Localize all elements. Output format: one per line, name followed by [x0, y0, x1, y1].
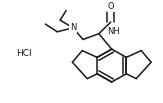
Text: O: O	[107, 2, 114, 11]
Text: NH: NH	[107, 27, 119, 36]
Text: N: N	[70, 23, 76, 32]
Text: HCl: HCl	[16, 49, 31, 57]
